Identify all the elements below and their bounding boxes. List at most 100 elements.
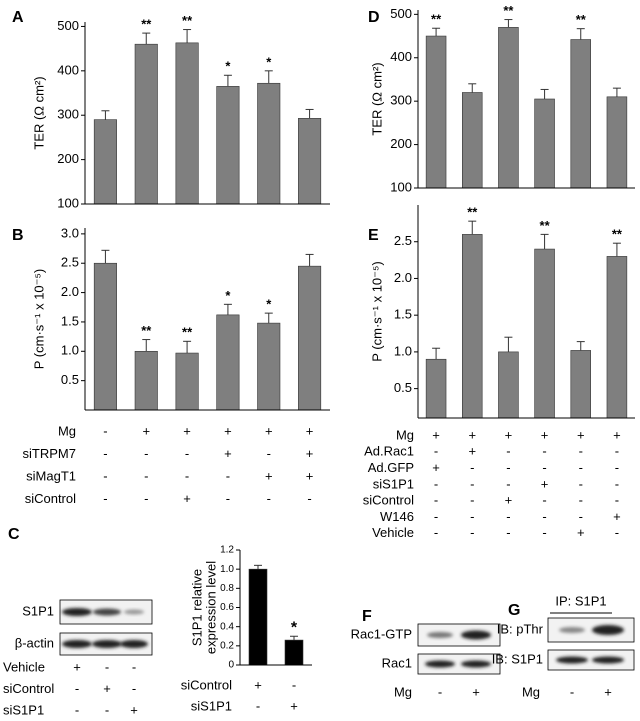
condition-sign: + bbox=[432, 460, 440, 475]
y-tick-label: 0.4 bbox=[220, 621, 234, 632]
condition-sign: + bbox=[472, 684, 480, 699]
condition-sign: - bbox=[434, 476, 438, 491]
bar bbox=[298, 118, 322, 205]
bar bbox=[216, 314, 240, 411]
bar bbox=[216, 86, 240, 205]
bar bbox=[606, 96, 628, 189]
significance-label: ** bbox=[431, 12, 442, 27]
condition-sign: - bbox=[615, 460, 619, 475]
condition-label: siControl bbox=[363, 493, 414, 508]
condition-sign: + bbox=[183, 423, 191, 438]
condition-sign: + bbox=[613, 509, 621, 524]
panel-label: D bbox=[368, 9, 380, 26]
condition-label: siS1P1 bbox=[373, 476, 414, 491]
band-label: S1P1 bbox=[22, 603, 54, 618]
y-tick-label: 100 bbox=[390, 179, 412, 194]
bar bbox=[284, 639, 304, 666]
condition-sign: - bbox=[144, 491, 148, 506]
condition-sign: + bbox=[224, 446, 232, 461]
condition-sign: - bbox=[226, 468, 230, 483]
condition-sign: - bbox=[506, 444, 510, 459]
condition-sign: + bbox=[577, 427, 585, 442]
y-axis-label: TER (Ω cm²) bbox=[369, 62, 384, 135]
y-tick-label: 1.5 bbox=[61, 313, 79, 328]
condition-sign: - bbox=[470, 460, 474, 475]
band bbox=[461, 630, 491, 640]
band bbox=[592, 656, 624, 664]
significance-label: ** bbox=[182, 13, 193, 28]
y-tick-label: 500 bbox=[390, 6, 412, 21]
condition-sign: - bbox=[75, 681, 79, 696]
condition-sign: - bbox=[226, 491, 230, 506]
y-tick-label: 200 bbox=[390, 136, 412, 151]
band bbox=[62, 608, 92, 616]
y-tick-label: 0.5 bbox=[61, 372, 79, 387]
bar bbox=[175, 42, 199, 205]
condition-sign: - bbox=[75, 702, 79, 717]
bar bbox=[606, 256, 628, 419]
significance-label: ** bbox=[576, 12, 587, 27]
y-axis-label: P (cm·s⁻¹ x 10⁻⁵) bbox=[369, 261, 384, 362]
y-axis-label: TER (Ω cm²) bbox=[31, 76, 46, 149]
y-tick-label: 1.0 bbox=[220, 564, 234, 575]
condition-label: siTRPM7 bbox=[23, 446, 76, 461]
condition-sign: - bbox=[132, 681, 136, 696]
condition-label: Mg bbox=[396, 427, 414, 442]
condition-sign: + bbox=[468, 427, 476, 442]
condition-sign: - bbox=[185, 468, 189, 483]
panel-label: C bbox=[8, 526, 20, 543]
bar bbox=[534, 98, 555, 189]
condition-sign: - bbox=[579, 460, 583, 475]
condition-sign: - bbox=[105, 659, 109, 674]
condition-sign: + bbox=[613, 427, 621, 442]
condition-sign: + bbox=[254, 677, 262, 692]
band-label: IB: S1P1 bbox=[492, 651, 543, 666]
y-tick-label: 2.5 bbox=[61, 255, 79, 270]
condition-sign: - bbox=[103, 446, 107, 461]
condition-sign: - bbox=[307, 491, 311, 506]
condition-sign: + bbox=[73, 659, 81, 674]
bar bbox=[498, 27, 519, 189]
y-tick-label: 2.5 bbox=[394, 233, 412, 248]
condition-sign: - bbox=[570, 684, 574, 699]
panel-label: F bbox=[362, 608, 372, 625]
band bbox=[93, 608, 121, 616]
condition-sign: - bbox=[470, 525, 474, 540]
condition-sign: - bbox=[615, 476, 619, 491]
bar bbox=[498, 351, 519, 419]
bar bbox=[257, 82, 281, 205]
bar bbox=[298, 265, 322, 411]
y-tick-label: 300 bbox=[390, 93, 412, 108]
significance-label: ** bbox=[467, 205, 478, 220]
bar bbox=[134, 43, 158, 205]
condition-label: siControl bbox=[25, 491, 76, 506]
significance-label: ** bbox=[503, 3, 514, 18]
condition-sign: - bbox=[615, 444, 619, 459]
condition-label: W146 bbox=[380, 509, 414, 524]
significance-label: ** bbox=[141, 323, 152, 338]
condition-sign: + bbox=[505, 493, 513, 508]
condition-sign: - bbox=[103, 491, 107, 506]
condition-label: Ad.GFP bbox=[368, 460, 414, 475]
band bbox=[556, 656, 588, 664]
condition-sign: + bbox=[265, 423, 273, 438]
bar bbox=[570, 350, 591, 419]
condition-sign: - bbox=[144, 468, 148, 483]
blot-box bbox=[547, 649, 635, 671]
condition-sign: + bbox=[604, 684, 612, 699]
condition-sign: - bbox=[579, 444, 583, 459]
significance-label: * bbox=[225, 59, 231, 74]
condition-label: Vehicle bbox=[372, 525, 414, 540]
y-tick-label: 0 bbox=[228, 660, 234, 671]
condition-sign: - bbox=[579, 493, 583, 508]
condition-sign: - bbox=[105, 702, 109, 717]
condition-label: siS1P1 bbox=[191, 698, 232, 713]
significance-label: ** bbox=[612, 227, 623, 242]
bar bbox=[257, 322, 281, 411]
y-tick-label: 1.5 bbox=[394, 307, 412, 322]
significance-label: ** bbox=[141, 17, 152, 32]
bar bbox=[425, 35, 447, 189]
significance-label: * bbox=[266, 54, 272, 69]
y-tick-label: 1.0 bbox=[394, 343, 412, 358]
